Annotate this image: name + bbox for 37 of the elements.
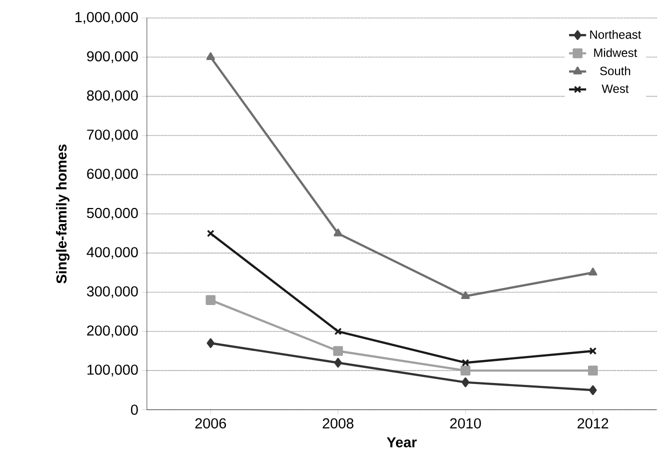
point: [461, 291, 470, 300]
point: [206, 338, 215, 348]
point: [588, 385, 597, 396]
x-tick-label: 2012: [578, 418, 608, 429]
y-tick-label: 0: [130, 404, 138, 415]
point: [589, 347, 597, 355]
y-tick-label: 100,000: [87, 364, 138, 377]
y-tick-label: 700,000: [87, 130, 138, 142]
y-tick-label: 900,000: [87, 51, 138, 64]
x-tick-label: 2008: [322, 418, 354, 429]
point: [206, 52, 215, 60]
y-tick-label: 800,000: [87, 90, 138, 102]
x-tick-label: 2010: [450, 418, 481, 429]
legend-label: South: [600, 66, 630, 76]
y-tick-label: 400,000: [86, 247, 138, 260]
y-tick-label: 1,000,000: [75, 12, 138, 24]
legend-label: West: [602, 84, 629, 94]
y-axis-title: Single-family homes: [56, 144, 70, 284]
point: [334, 328, 342, 336]
point: [206, 230, 214, 238]
legend-label: Midwest: [594, 48, 638, 58]
point: [333, 346, 343, 356]
point: [334, 358, 342, 368]
y-tick-label: 300,000: [86, 286, 138, 298]
point: [462, 378, 470, 388]
point: [588, 268, 598, 276]
point: [588, 366, 598, 376]
legend-label: Northeast: [590, 30, 642, 39]
x-tick-label: 2006: [195, 418, 226, 429]
point: [462, 359, 470, 367]
point: [334, 228, 342, 236]
y-tick-label: 600,000: [87, 168, 138, 181]
y-tick-label: 200,000: [87, 326, 138, 338]
y-tick-label: 500,000: [86, 208, 138, 220]
x-axis-title: Year: [386, 437, 417, 448]
point: [206, 295, 216, 306]
point: [460, 366, 470, 376]
